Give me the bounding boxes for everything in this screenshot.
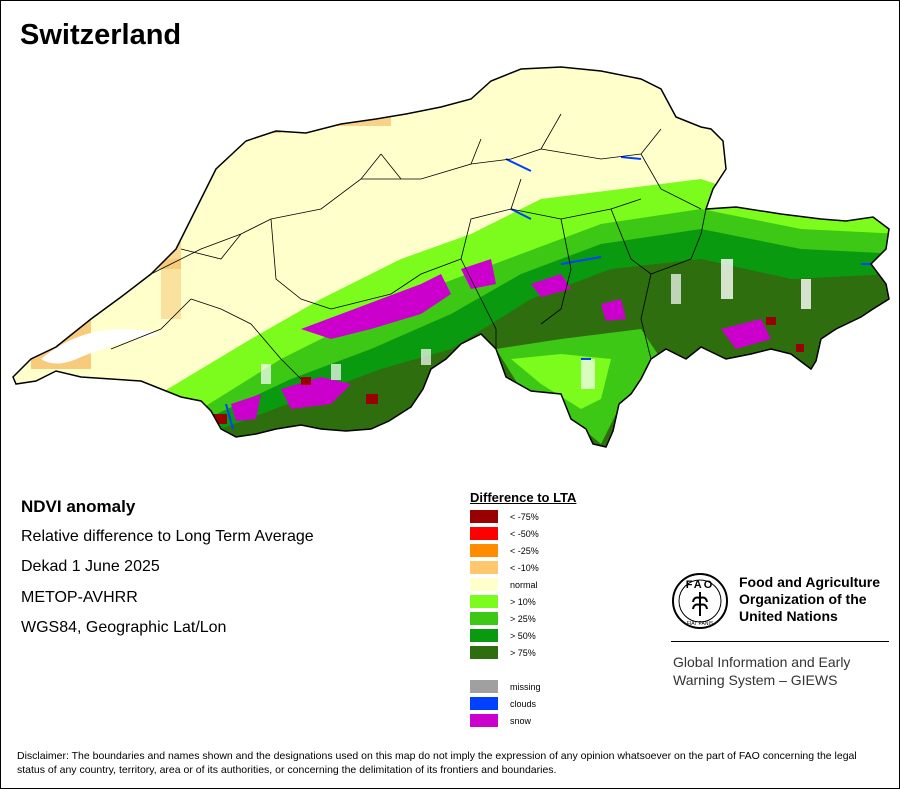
legend-classes: < -75% < -50% < -25% < -10% normal > 10% > 25%… (470, 509, 630, 662)
legend-class-row: < -25% (470, 543, 630, 560)
ndvi-map (12, 66, 890, 448)
legend: Difference to LTA < -75% < -50% < -25% < -1… (470, 490, 630, 730)
legend-extra: missing clouds snow (470, 679, 630, 730)
legend-extra-label: snow (510, 716, 532, 726)
legend-class-label: < -25% (510, 546, 539, 556)
legend-class-swatch (470, 527, 498, 540)
disclaimer: Disclaimer: The boundaries and names sho… (17, 750, 857, 776)
legend-extra-row: missing (470, 679, 630, 696)
fao-name-line1: Food and Agriculture (739, 574, 881, 590)
legend-extra-label: clouds (510, 699, 537, 709)
legend-class-swatch (470, 561, 498, 574)
legend-extra-label: missing (510, 682, 541, 692)
legend-extra-swatch (470, 680, 498, 693)
fao-name: Food and Agriculture Organization of the… (739, 574, 889, 625)
legend-class-row: < -50% (470, 526, 630, 543)
ndvi-raster (13, 67, 889, 447)
fao-logo-motto: FIAT PANIS (687, 621, 714, 627)
legend-class-label: < -50% (510, 529, 539, 539)
legend-class-label: < -10% (510, 563, 539, 573)
legend-class-row: < -75% (470, 509, 630, 526)
info-projection: WGS84, Geographic Lat/Lon (21, 619, 227, 636)
fao-name-line2: Organization of the (739, 591, 867, 607)
info-dekad: Dekad 1 June 2025 (21, 558, 160, 575)
legend-class-row: > 10% (470, 594, 630, 611)
legend-class-row: > 75% (470, 645, 630, 662)
map-title: Switzerland (20, 19, 182, 51)
legend-class-label: < -75% (510, 512, 539, 522)
giews-line2: Warning System – GIEWS (673, 672, 838, 688)
fao-name-line3: United Nations (739, 608, 838, 624)
legend-extra-row: snow (470, 713, 630, 730)
info-sensor: METOP-AVHRR (21, 589, 138, 606)
giews-line1: Global Information and Early (673, 654, 851, 670)
legend-class-swatch (470, 544, 498, 557)
fao-divider (671, 641, 889, 642)
legend-class-row: normal (470, 577, 630, 594)
legend-extra-swatch (470, 697, 498, 710)
info-description: Relative difference to Long Term Average (21, 528, 314, 545)
canton-boundaries (110, 113, 707, 380)
legend-class-swatch (470, 646, 498, 659)
legend-class-label: > 50% (510, 631, 536, 641)
fao-logo-icon: FAO FIAT PANIS (672, 573, 728, 629)
legend-class-label: > 25% (510, 614, 536, 624)
info-heading: NDVI anomaly (21, 497, 136, 516)
legend-title: Difference to LTA (470, 490, 577, 505)
fao-logo-letters: FAO (686, 579, 715, 591)
legend-class-row: < -10% (470, 560, 630, 577)
legend-class-swatch (470, 578, 498, 591)
legend-class-label: normal (510, 580, 538, 590)
legend-class-row: > 50% (470, 628, 630, 645)
legend-extra-row: clouds (470, 696, 630, 713)
giews-label: Global Information and Early Warning Sys… (673, 653, 873, 689)
legend-class-row: > 25% (470, 611, 630, 628)
legend-class-swatch (470, 595, 498, 608)
legend-extra-swatch (470, 714, 498, 727)
legend-class-swatch (470, 629, 498, 642)
legend-class-label: > 75% (510, 648, 536, 658)
legend-class-swatch (470, 510, 498, 523)
legend-class-swatch (470, 612, 498, 625)
map-frame (1, 59, 899, 459)
legend-class-label: > 10% (510, 597, 536, 607)
